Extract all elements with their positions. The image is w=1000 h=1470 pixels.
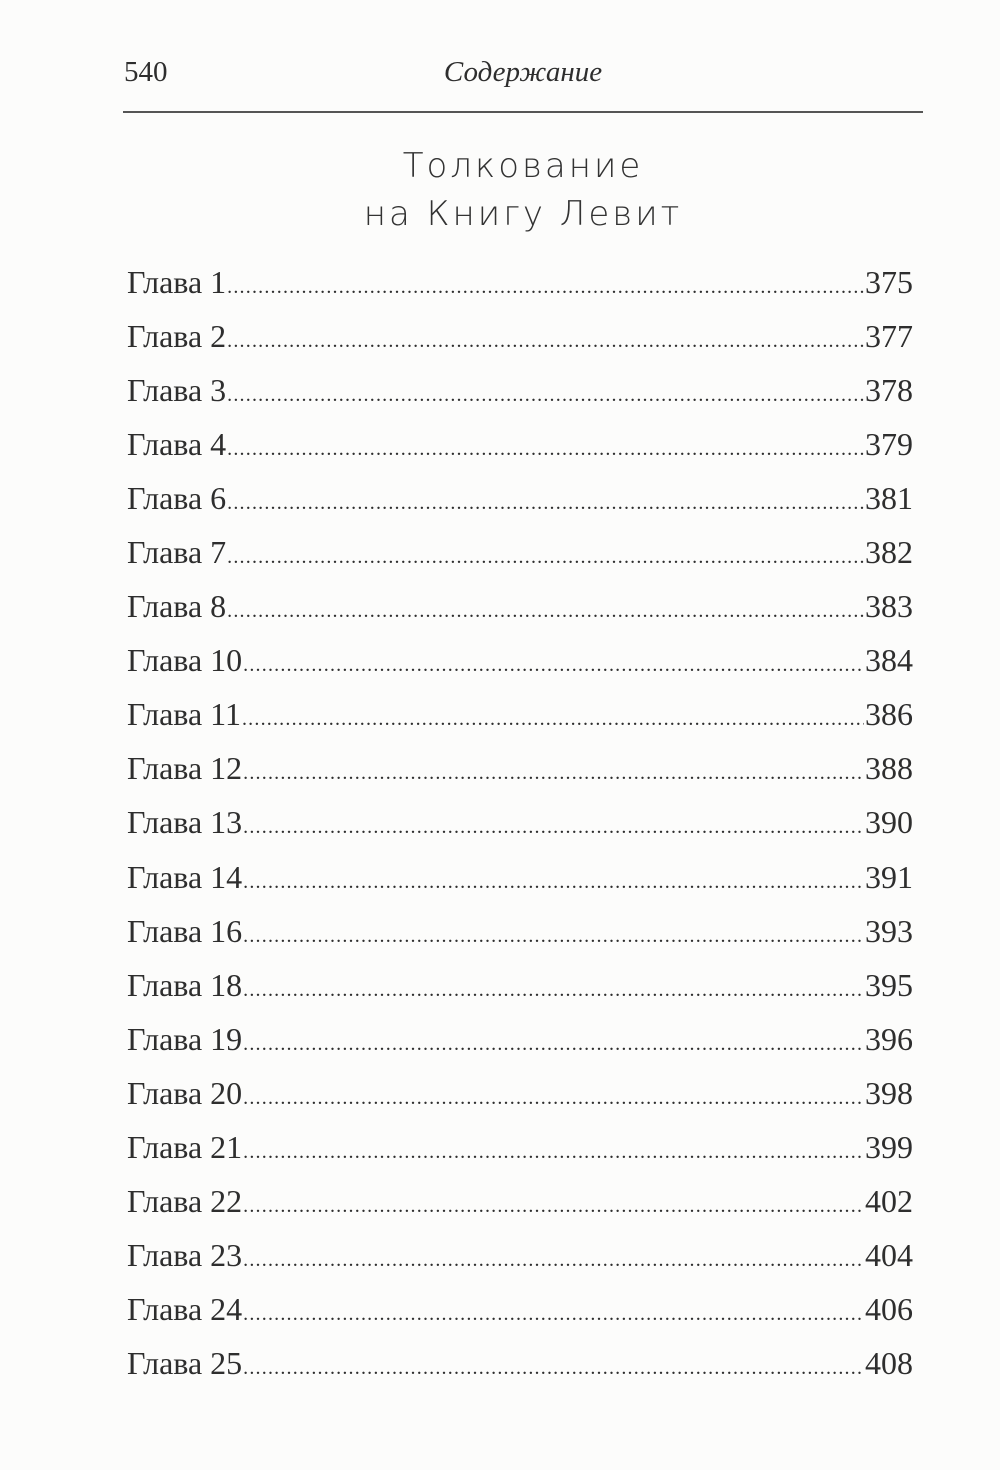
toc-list: Глава 1 375 Глава 2 377 Глава 3 378 Глава 4 379… <box>127 260 913 1395</box>
toc-entry[interactable]: Глава 25 408 <box>127 1341 913 1395</box>
dot-leader <box>227 535 864 579</box>
section-title-line2: на Книгу Левит <box>363 194 683 234</box>
dot-leader <box>243 968 864 1012</box>
toc-entry-page: 395 <box>865 966 913 1003</box>
section-title-line1: Толкование <box>402 146 644 186</box>
toc-entry[interactable]: Глава 16 393 <box>127 909 913 963</box>
toc-entry-label: Глава 18 <box>127 966 243 1003</box>
toc-entry-page: 396 <box>865 1020 913 1057</box>
toc-entry-label: Глава 8 <box>127 588 227 625</box>
toc-entry-label: Глава 6 <box>127 480 227 517</box>
toc-entry[interactable]: Глава 13 390 <box>127 800 913 854</box>
toc-entry-label: Глава 24 <box>127 1290 243 1327</box>
toc-entry[interactable]: Глава 18 395 <box>127 963 913 1017</box>
toc-entry-label: Глава 2 <box>127 318 227 355</box>
toc-entry-label: Глава 4 <box>127 426 227 463</box>
toc-entry-page: 408 <box>865 1344 913 1381</box>
toc-entry-label: Глава 3 <box>127 372 227 409</box>
toc-entry-page: 391 <box>865 858 913 895</box>
toc-entry[interactable]: Глава 8 383 <box>127 584 913 638</box>
toc-entry-page: 383 <box>865 588 913 625</box>
toc-entry-page: 375 <box>865 264 913 300</box>
toc-entry-label: Глава 21 <box>127 1128 243 1165</box>
toc-entry-page: 390 <box>865 804 913 841</box>
toc-entry-label: Глава 11 <box>127 696 241 733</box>
toc-entry-label: Глава 22 <box>127 1182 243 1219</box>
dot-leader <box>243 1184 864 1228</box>
dot-leader <box>243 1022 864 1066</box>
toc-entry-page: 406 <box>865 1290 913 1327</box>
dot-leader <box>227 589 864 633</box>
toc-entry-label: Глава 10 <box>127 642 243 679</box>
toc-entry-page: 402 <box>865 1182 913 1219</box>
toc-entry-label: Глава 1 <box>127 264 227 300</box>
toc-entry[interactable]: Глава 2 377 <box>127 314 913 368</box>
toc-entry-page: 404 <box>865 1236 913 1273</box>
toc-entry-page: 398 <box>865 1074 913 1111</box>
toc-entry[interactable]: Глава 1 375 <box>127 260 913 314</box>
toc-entry-page: 377 <box>865 318 913 355</box>
toc-entry[interactable]: Глава 23 404 <box>127 1233 913 1287</box>
dot-leader <box>227 481 864 525</box>
dot-leader <box>243 805 864 849</box>
toc-entry[interactable]: Глава 20 398 <box>127 1071 913 1125</box>
running-title: Содержание <box>443 56 603 88</box>
toc-entry[interactable]: Глава 11 386 <box>127 692 913 746</box>
toc-entry-label: Глава 19 <box>127 1020 243 1057</box>
toc-entry-page: 393 <box>865 912 913 949</box>
toc-entry-label: Глава 13 <box>127 804 243 841</box>
toc-entry-page: 388 <box>865 750 913 787</box>
toc-entry-page: 386 <box>865 696 913 733</box>
dot-leader <box>243 1346 864 1390</box>
toc-entry-label: Глава 23 <box>127 1236 243 1273</box>
toc-entry[interactable]: Глава 21 399 <box>127 1125 913 1179</box>
toc-entry-label: Глава 12 <box>127 750 243 787</box>
toc-entry-page: 382 <box>865 534 913 571</box>
dot-leader <box>227 373 864 417</box>
dot-leader <box>227 319 864 363</box>
toc-entry[interactable]: Глава 19 396 <box>127 1017 913 1071</box>
toc-entry-page: 379 <box>865 426 913 463</box>
toc-entry[interactable]: Глава 22 402 <box>127 1179 913 1233</box>
toc-entry-label: Глава 16 <box>127 912 243 949</box>
toc-entry-page: 381 <box>865 480 913 517</box>
dot-leader <box>243 1292 864 1336</box>
toc-entry-label: Глава 7 <box>127 534 227 571</box>
dot-leader <box>243 860 864 904</box>
toc-entry-label: Глава 25 <box>127 1344 243 1381</box>
dot-leader <box>243 1130 864 1174</box>
toc-entry-page: 399 <box>865 1128 913 1165</box>
toc-entry[interactable]: Глава 6 381 <box>127 476 913 530</box>
toc-entry-page: 378 <box>865 372 913 409</box>
toc-entry-page: 384 <box>865 642 913 679</box>
dot-leader <box>243 1076 864 1120</box>
dot-leader <box>243 643 864 687</box>
toc-entry-label: Глава 14 <box>127 858 243 895</box>
toc-entry[interactable]: Глава 3 378 <box>127 368 913 422</box>
toc-entry[interactable]: Глава 4 379 <box>127 422 913 476</box>
toc-entry[interactable]: Глава 7 382 <box>127 530 913 584</box>
dot-leader <box>227 427 864 471</box>
toc-entry-label: Глава 20 <box>127 1074 243 1111</box>
dot-leader <box>243 1238 864 1282</box>
dot-leader <box>243 751 864 795</box>
page-number: 540 <box>124 56 168 88</box>
dot-leader <box>242 697 864 741</box>
toc-entry[interactable]: Глава 14 391 <box>127 855 913 909</box>
dot-leader <box>243 914 864 958</box>
toc-entry[interactable]: Глава 10 384 <box>127 638 913 692</box>
dot-leader <box>227 265 864 309</box>
header-rule <box>123 111 923 113</box>
toc-entry[interactable]: Глава 12 388 <box>127 746 913 800</box>
toc-entry[interactable]: Глава 24 406 <box>127 1287 913 1341</box>
